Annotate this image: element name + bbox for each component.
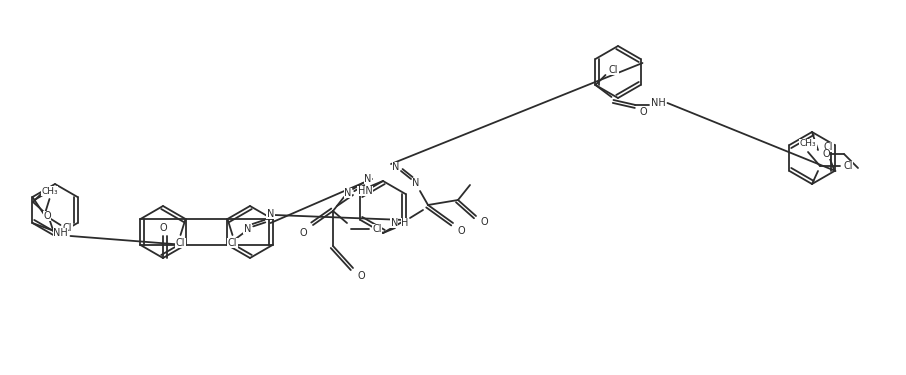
Text: NH: NH xyxy=(651,98,666,108)
Text: Cl: Cl xyxy=(824,142,834,152)
Text: O: O xyxy=(357,271,365,281)
Text: Cl: Cl xyxy=(176,238,185,248)
Text: O: O xyxy=(299,228,307,238)
Text: O: O xyxy=(822,149,830,159)
Text: O: O xyxy=(159,223,167,233)
Text: O: O xyxy=(43,211,51,221)
Text: HN: HN xyxy=(358,186,372,196)
Text: H: H xyxy=(401,218,409,228)
Text: N: N xyxy=(266,209,275,219)
Text: Cl: Cl xyxy=(63,223,72,233)
Text: N: N xyxy=(364,174,371,184)
Text: N: N xyxy=(392,162,400,172)
Text: N: N xyxy=(390,218,398,228)
Text: N: N xyxy=(412,178,419,188)
Text: Cl: Cl xyxy=(843,161,853,171)
Text: O: O xyxy=(458,226,465,236)
Text: NH: NH xyxy=(53,228,68,238)
Text: CH₃: CH₃ xyxy=(41,186,58,195)
Text: N: N xyxy=(244,224,251,234)
Text: N: N xyxy=(344,188,352,198)
Text: Cl: Cl xyxy=(372,224,381,234)
Text: CH₃: CH₃ xyxy=(800,140,816,148)
Text: Cl: Cl xyxy=(227,238,237,248)
Text: O: O xyxy=(480,217,487,227)
Text: Cl: Cl xyxy=(609,65,618,75)
Text: O: O xyxy=(640,107,647,117)
